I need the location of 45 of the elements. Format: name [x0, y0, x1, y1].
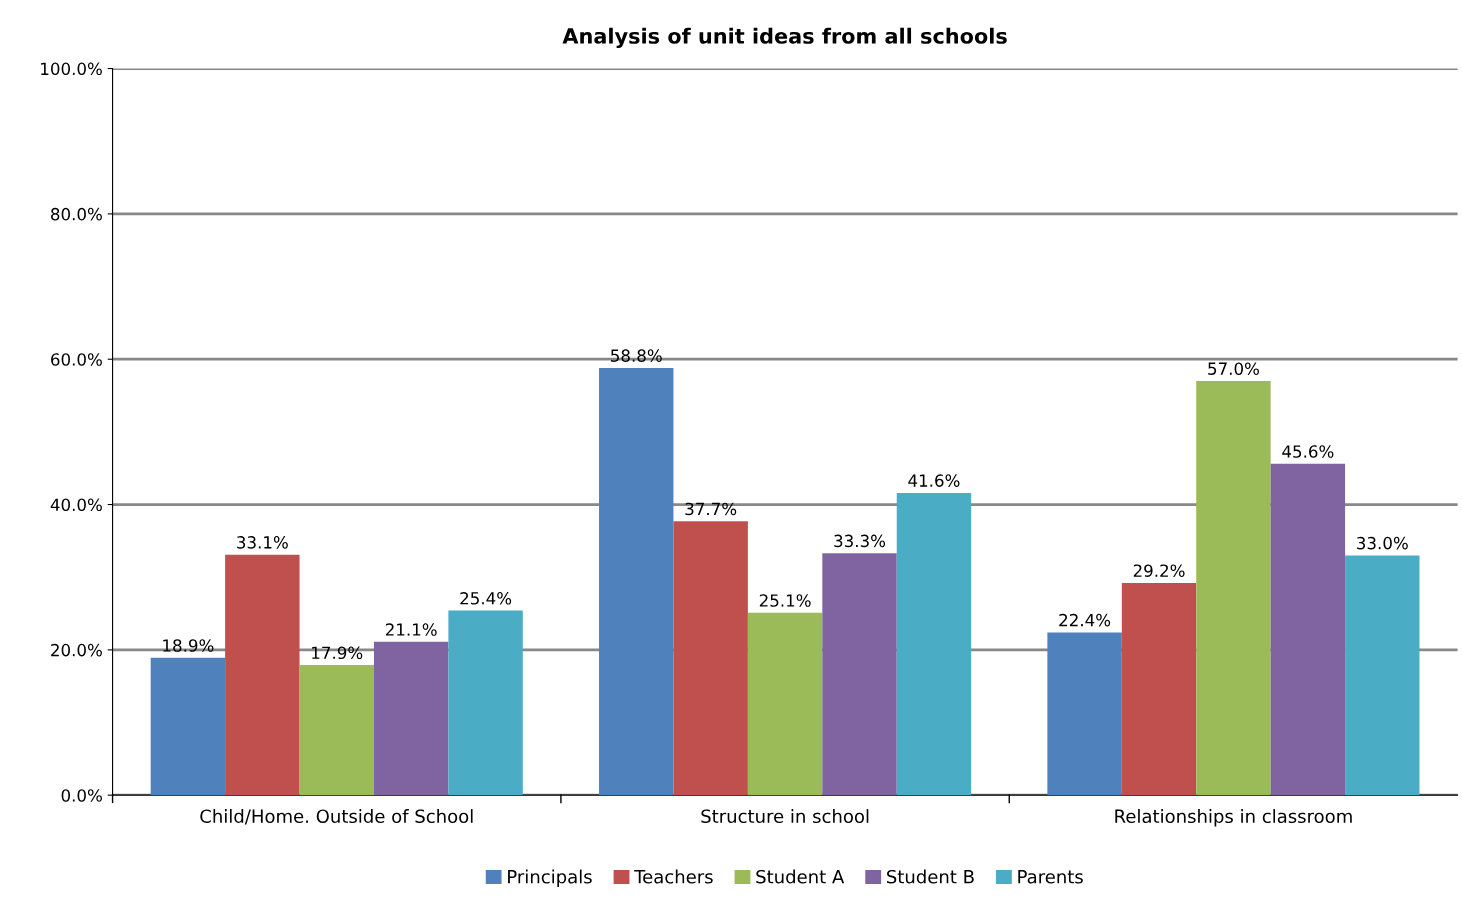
data-label: 41.6%	[908, 474, 960, 487]
y-tick-label: 20.0%	[51, 643, 102, 657]
data-label: 33.3%	[834, 534, 886, 548]
data-label: 57.0%	[1208, 362, 1259, 375]
data-label: 37.7%	[685, 502, 737, 516]
bar	[1121, 583, 1197, 796]
legend-label: Student A	[756, 869, 845, 884]
bar	[822, 553, 897, 796]
bar	[150, 657, 226, 796]
data-label: 33.0%	[1357, 536, 1408, 550]
y-tick-label: 60.0%	[51, 353, 102, 366]
legend-label: Teachers	[634, 869, 713, 884]
x-tick-label: Structure in school	[701, 809, 869, 824]
data-label: 21.1%	[385, 623, 437, 636]
bar	[747, 612, 823, 796]
bar	[1047, 632, 1122, 796]
bar	[1345, 555, 1420, 796]
data-label: 22.4%	[1059, 613, 1111, 627]
chart-title: Analysis of unit ideas from all schools	[562, 27, 1007, 49]
y-tick-label: 80.0%	[51, 207, 102, 221]
data-label: 33.1%	[237, 536, 288, 549]
bar	[1270, 463, 1346, 796]
y-tick-label: 100.0%	[41, 62, 102, 76]
data-label: 29.2%	[1133, 564, 1185, 577]
data-label: 25.1%	[759, 594, 811, 607]
data-label: 17.9%	[312, 646, 363, 660]
legend-label: Student B	[887, 869, 974, 884]
legend-label: Parents	[1018, 870, 1083, 884]
data-label: 58.8%	[611, 349, 662, 362]
bar	[673, 521, 748, 796]
y-tick-label: 40.0%	[50, 498, 102, 512]
bar	[896, 492, 972, 796]
data-label: 18.9%	[163, 639, 214, 652]
bar	[299, 665, 374, 796]
legend-label: Principals	[508, 869, 592, 888]
data-label: 25.4%	[460, 592, 512, 605]
y-tick-label: 0.0%	[61, 789, 102, 802]
bar	[373, 641, 449, 796]
data-label: 45.6%	[1282, 445, 1334, 458]
x-tick-label: Relationships in classroom	[1115, 809, 1352, 827]
bar	[599, 367, 674, 796]
bar	[448, 610, 523, 796]
bar	[1196, 381, 1271, 796]
bar	[225, 554, 300, 796]
x-tick-label: Child/Home. Outside of School	[200, 809, 473, 825]
